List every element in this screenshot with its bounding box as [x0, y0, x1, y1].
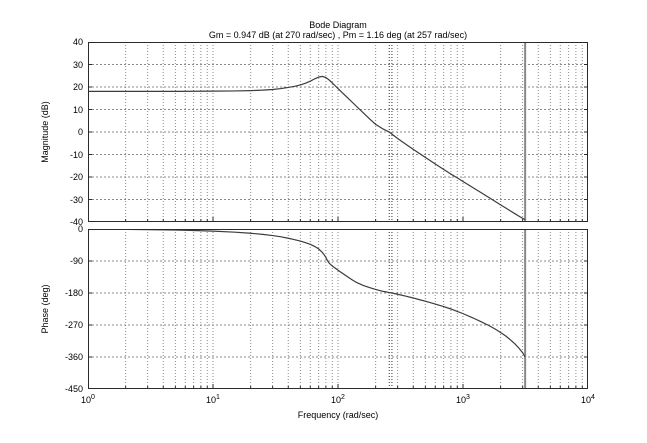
x-tick-label: 103: [456, 394, 470, 405]
magnitude-plot: [88, 42, 588, 222]
x-tick-label: 100: [81, 394, 95, 405]
y-tick-label: 0: [77, 224, 83, 234]
x-tick-label: 101: [206, 394, 220, 405]
axes-border: [88, 229, 588, 389]
y-tick-label: 10: [72, 104, 83, 115]
figure-title: Bode Diagram: [309, 20, 367, 30]
y-tick-label: -360: [64, 352, 83, 362]
y-tick-label: -90: [69, 256, 83, 266]
y-tick-label: -450: [64, 384, 83, 394]
y-tick-label: -270: [64, 320, 83, 330]
y-tick-label: -30: [69, 194, 83, 205]
x-tick-label: 102: [331, 394, 345, 405]
open-loop-magnitude-curve: [88, 75, 526, 221]
phase-plot: [88, 229, 588, 389]
y-tick-label: -180: [64, 288, 83, 298]
y-tick-label: -40: [69, 217, 83, 227]
y-tick-label: 20: [72, 82, 83, 92]
y-tick-label: 30: [72, 59, 83, 70]
axes-border: [88, 42, 588, 222]
x-axis-label-frequency: Frequency (rad/sec): [297, 410, 379, 420]
y-tick-label: 40: [72, 37, 83, 47]
y-tick-label: -10: [69, 149, 83, 160]
open-loop-phase-curve: [88, 229, 526, 358]
y-tick-label: 0: [77, 127, 83, 137]
y-tick-label: -20: [69, 172, 83, 182]
figure-subtitle-margins: Gm = 0.947 dB (at 270 rad/sec) , Pm = 1.…: [208, 30, 468, 40]
x-tick-label: 104: [581, 394, 595, 405]
